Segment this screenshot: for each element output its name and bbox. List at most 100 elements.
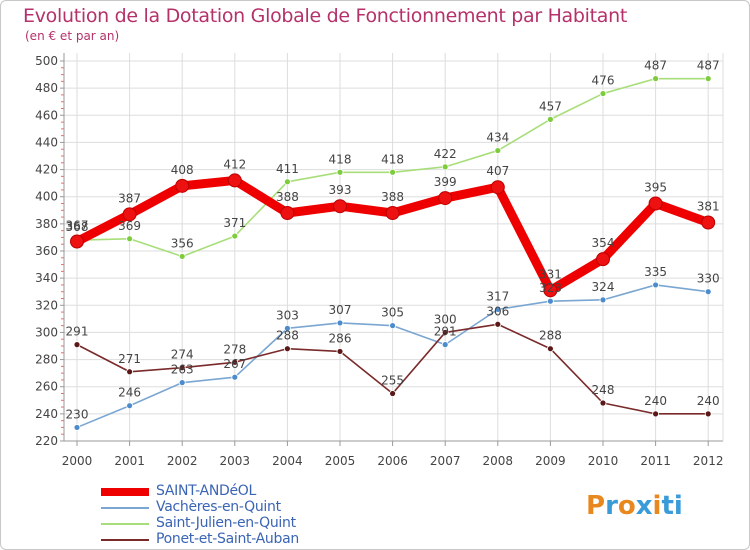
data-label-vach-res-en-quint: 323 [539,281,562,295]
data-label-ponet-et-saint-auban: 286 [329,331,352,345]
data-label-vach-res-en-quint: 324 [592,280,615,294]
data-point-saint-and-ol [701,215,716,230]
legend-label: Vachères-en-Quint [156,499,281,515]
y-tick-label: 400 [35,190,58,204]
data-point-ponet-et-saint-auban [704,410,712,418]
data-label-saint-and-ol: 407 [486,164,509,178]
data-label-saint-julien-en-quint: 369 [118,219,141,233]
chart-title: Evolution de la Dotation Globale de Fonc… [23,5,628,27]
data-point-saint-julien-en-quint [599,90,607,97]
y-tick-label: 340 [35,271,58,285]
y-tick-label: 260 [35,380,58,394]
data-point-saint-julien-en-quint [336,168,344,176]
legend-swatch [101,488,149,496]
data-label-ponet-et-saint-auban: 271 [118,352,141,366]
data-label-saint-and-ol: 367 [66,219,89,233]
data-point-ponet-et-saint-auban [441,329,449,336]
data-label-saint-and-ol: 412 [223,157,246,171]
y-tick-label: 360 [35,244,58,258]
data-point-saint-and-ol [333,199,347,214]
data-label-saint-and-ol: 395 [644,181,667,195]
data-label-saint-and-ol: 354 [592,236,615,250]
data-label-saint-and-ol: 331 [539,267,562,281]
x-tick-label: 2004 [272,454,303,468]
data-point-vach-res-en-quint [652,281,659,289]
x-tick-label: 2011 [640,454,671,468]
data-point-saint-and-ol [490,180,505,195]
data-label-ponet-et-saint-auban: 274 [171,348,194,362]
data-label-vach-res-en-quint: 267 [223,357,246,371]
data-point-saint-julien-en-quint [704,75,712,83]
data-point-vach-res-en-quint [441,341,449,349]
logo-letter: x [635,491,653,521]
data-label-vach-res-en-quint: 303 [276,308,299,322]
proxiti-logo: Proxiti [586,491,683,521]
chart-subtitle: (en € et par an) [25,29,120,43]
data-label-ponet-et-saint-auban: 288 [539,329,562,343]
data-point-ponet-et-saint-auban [336,348,344,355]
data-label-vach-res-en-quint: 335 [644,265,667,279]
data-point-vach-res-en-quint [704,288,712,296]
data-label-saint-julien-en-quint: 411 [276,162,299,176]
data-point-saint-and-ol [122,207,137,222]
data-label-vach-res-en-quint: 246 [118,386,141,400]
data-point-saint-and-ol [385,206,400,220]
x-tick-label: 2006 [377,454,408,468]
data-point-vach-res-en-quint [231,373,239,381]
data-point-saint-julien-en-quint [652,75,659,83]
data-label-saint-julien-en-quint: 476 [592,74,615,88]
data-point-saint-julien-en-quint [283,178,291,186]
y-tick-label: 320 [35,298,58,312]
x-tick-label: 2002 [167,454,198,468]
data-label-ponet-et-saint-auban: 306 [486,304,509,318]
y-tick-label: 240 [35,407,58,421]
data-point-saint-and-ol [438,191,453,206]
y-tick-label: 220 [35,434,58,448]
data-point-saint-julien-en-quint [231,232,239,240]
x-tick-label: 2005 [325,454,356,468]
data-label-saint-julien-en-quint: 422 [434,147,457,161]
data-point-vach-res-en-quint [599,296,607,304]
logo-letter: o [617,491,636,521]
x-tick-label: 2007 [430,454,461,468]
data-label-vach-res-en-quint: 263 [171,363,194,377]
data-point-ponet-et-saint-auban [494,320,502,328]
data-label-ponet-et-saint-auban: 255 [381,374,404,388]
data-label-saint-and-ol: 393 [329,183,352,197]
data-label-ponet-et-saint-auban: 248 [592,383,615,397]
data-label-vach-res-en-quint: 305 [381,306,404,320]
logo-letter: i [652,491,662,521]
logo-letter: r [605,491,618,521]
x-tick-label: 2009 [535,454,566,468]
data-label-vach-res-en-quint: 230 [66,407,89,421]
data-point-ponet-et-saint-auban [283,345,291,353]
x-tick-label: 2000 [62,454,93,468]
data-point-saint-julien-en-quint [389,168,397,176]
logo-letter: i [673,491,683,521]
data-label-ponet-et-saint-auban: 240 [697,394,720,408]
data-label-vach-res-en-quint: 307 [329,303,352,317]
data-label-saint-and-ol: 387 [118,191,141,205]
data-point-vach-res-en-quint [336,319,344,327]
legend-swatch [101,507,149,509]
y-tick-label: 500 [35,54,58,68]
data-label-saint-julien-en-quint: 434 [486,131,509,145]
data-point-vach-res-en-quint [547,297,554,305]
data-label-ponet-et-saint-auban: 288 [276,329,299,343]
y-tick-label: 280 [35,353,58,367]
data-label-ponet-et-saint-auban: 240 [644,394,667,408]
data-point-ponet-et-saint-auban [126,368,134,376]
x-tick-label: 2003 [220,454,251,468]
data-label-ponet-et-saint-auban: 278 [223,342,246,356]
data-label-ponet-et-saint-auban: 300 [434,312,457,326]
logo-letter: t [661,491,674,521]
data-label-saint-and-ol: 388 [381,190,404,204]
data-point-saint-and-ol [175,178,190,193]
data-point-saint-julien-en-quint [126,235,134,243]
data-point-saint-and-ol [280,206,295,220]
data-label-saint-julien-en-quint: 457 [539,99,562,113]
data-point-vach-res-en-quint [73,424,81,431]
data-point-saint-julien-en-quint [178,253,186,260]
